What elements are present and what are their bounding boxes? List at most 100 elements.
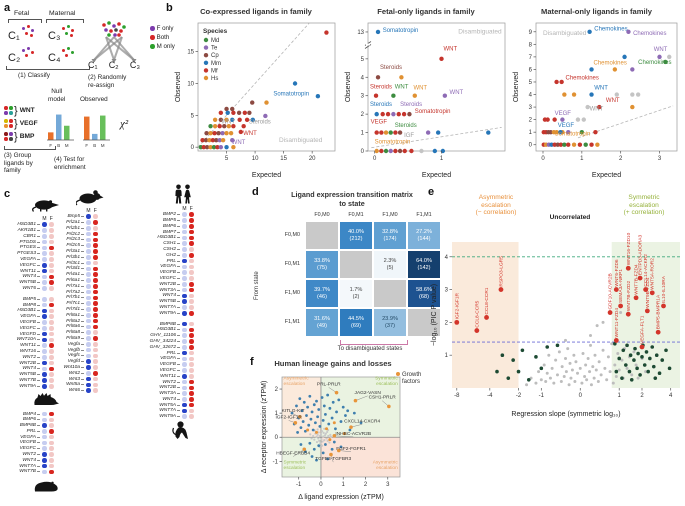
- gene-label: VEGFA: [20, 256, 36, 262]
- data-point: [237, 117, 242, 122]
- data-point: [534, 381, 538, 385]
- matrix-cell: 32.8% (174): [374, 222, 406, 249]
- data-point: [374, 148, 379, 154]
- gene-tick: [177, 416, 180, 418]
- maternal-only-ligands-plot: Disambiguated Chemokines Chemokines WNT Chem…: [513, 22, 678, 179]
- gene-row: Prl4a1: [54, 272, 105, 278]
- gene-tick: [177, 301, 180, 303]
- male-expression-dot: [86, 278, 91, 283]
- data-point: [644, 350, 649, 354]
- data-point: [316, 415, 320, 419]
- family-dots: [4, 119, 13, 128]
- x-tick-label: 3: [386, 482, 390, 488]
- annotation: WNT: [413, 85, 427, 91]
- gene-tick: [81, 332, 84, 334]
- chart-fetal-only: Fetal-only ligands in family Somatotropin…: [342, 6, 510, 182]
- gene-label: WNT7B: [19, 469, 36, 475]
- gene-tick: [81, 303, 84, 305]
- gene-label: BMP6: [162, 223, 176, 229]
- y-tick-label: 0: [361, 149, 365, 155]
- gene-label: WNT2B: [159, 281, 176, 287]
- gene-label: Prl8a1: [66, 312, 80, 318]
- data-point: [593, 129, 598, 135]
- data-point: [231, 144, 236, 150]
- ligand-dot: [114, 28, 118, 32]
- data-point: [589, 334, 593, 338]
- y-tick-label: 10: [187, 81, 194, 87]
- gene-row: Wnt3: [54, 376, 105, 382]
- gene-tick: [37, 442, 40, 444]
- male-expression-dot: [42, 280, 47, 285]
- data-point: [589, 142, 594, 147]
- gene-label: PTGDS: [19, 239, 36, 245]
- gene-row: Prl8a6: [54, 324, 105, 330]
- chart-title: Human lineage gains and losses: [274, 359, 392, 368]
- gene-tick: [81, 337, 84, 339]
- family-name: WNT: [19, 107, 35, 114]
- gene-row: WNT7A: [6, 463, 61, 469]
- gene-row: Prl7a1: [54, 283, 105, 289]
- gene-row: Prl2c2: [54, 231, 105, 237]
- asymmetric-line2: escalation: [481, 201, 511, 209]
- family-row: } BMP: [4, 130, 38, 143]
- gene-tick: [37, 253, 40, 255]
- gene-row: VEGFC: [128, 368, 201, 374]
- gene-label: PTGES3: [17, 251, 36, 257]
- annotation: Disambiguated: [279, 137, 323, 144]
- cell-percent: 32.8%: [382, 229, 398, 236]
- data-point: [620, 358, 624, 362]
- female-expression-dot: [48, 257, 54, 262]
- gene-label: Prl4a1: [66, 272, 80, 278]
- maternal-label: Maternal: [49, 10, 76, 17]
- gene-row: VEGFB: [6, 440, 61, 446]
- panel-label-d: d: [252, 186, 259, 198]
- annotation: WNT: [221, 120, 235, 126]
- gene-label: HSD3B1: [17, 222, 36, 228]
- x-tick-label: 2: [640, 393, 644, 399]
- y-tick-label: 6: [529, 67, 533, 73]
- gene-row: WNT5B: [128, 299, 201, 305]
- male-expression-dot: [182, 276, 187, 281]
- growth-legend-line1: Growth: [402, 372, 422, 378]
- female-expression-dot: [188, 408, 194, 414]
- data-point: [576, 371, 580, 375]
- x-axis-label: Expected: [592, 172, 621, 179]
- classification-legend: F only Both M only: [150, 24, 175, 51]
- female-expression-dot: [48, 228, 54, 233]
- data-point: [537, 370, 541, 374]
- data-point: [339, 420, 343, 423]
- gene-tick: [37, 247, 40, 249]
- labeled-point: [618, 303, 623, 309]
- male-expression-dot: [42, 239, 47, 245]
- female-expression-dot: [188, 229, 194, 235]
- legend-label: Cp: [211, 53, 219, 59]
- enrichment-bar: [100, 115, 106, 140]
- data-point: [385, 111, 391, 117]
- data-point: [310, 455, 314, 458]
- panel-label-a: a: [4, 2, 11, 14]
- labeled-point: [353, 398, 358, 403]
- gene-label: WNT9A: [159, 310, 176, 316]
- gene-row: Prl2a1: [54, 220, 105, 226]
- gene-tick: [37, 229, 40, 231]
- gene-row: BMP8: [6, 302, 61, 308]
- gene-tick: [81, 268, 84, 270]
- null-model-label: Null model: [48, 88, 65, 103]
- data-point: [550, 366, 554, 370]
- female-expression-dot: [92, 359, 98, 364]
- legend-item: F only: [150, 24, 175, 33]
- data-point: [617, 368, 621, 372]
- gene-label: BMP8: [22, 302, 36, 308]
- family-dot: [4, 106, 8, 110]
- data-point: [567, 383, 571, 387]
- gene-row: Prl6a1: [54, 278, 105, 284]
- data-point: [412, 93, 417, 98]
- point-label: HBEGF-ERBB4: [276, 451, 310, 457]
- gene-label: WNT4: [162, 293, 176, 299]
- y-tick-label: 2: [529, 118, 533, 124]
- legend-label: Md: [211, 38, 219, 44]
- macaque-icon: [172, 420, 201, 442]
- data-point: [583, 142, 588, 147]
- gene-row: Prl3d1: [54, 266, 105, 272]
